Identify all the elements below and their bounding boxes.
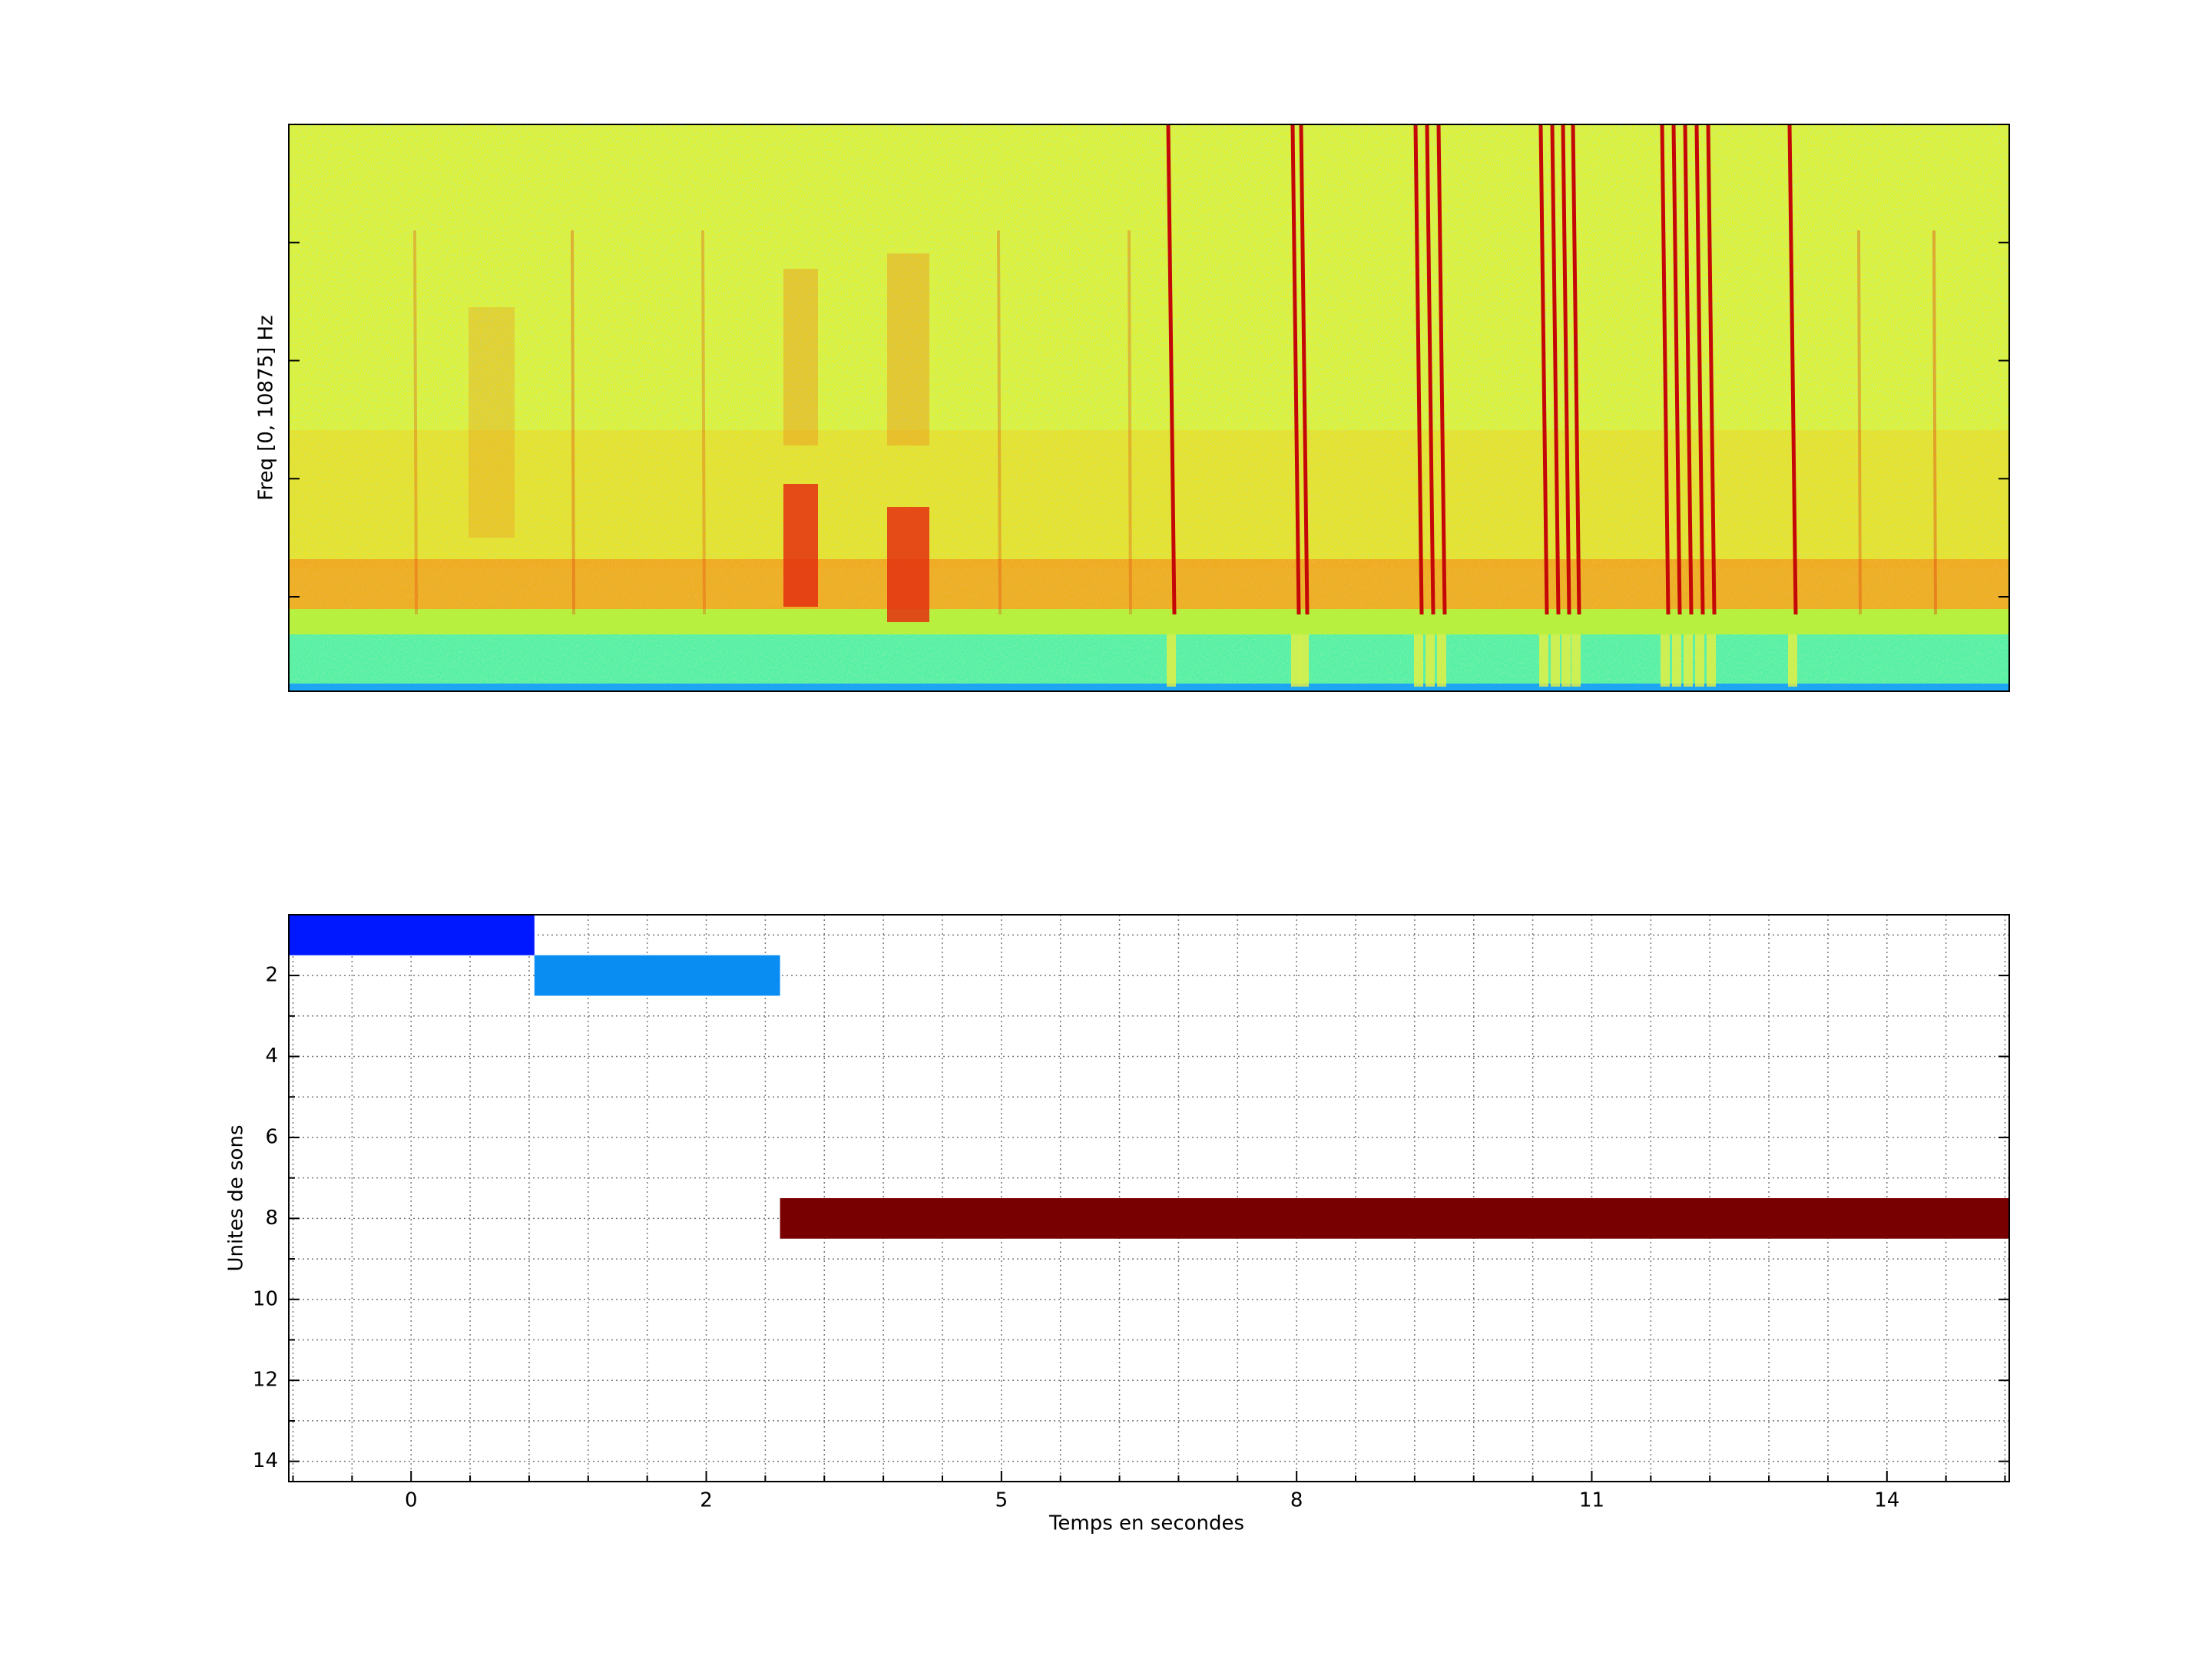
streak-base bbox=[1561, 634, 1571, 687]
spectrogram bbox=[288, 124, 2010, 692]
y-tick-label: 4 bbox=[265, 1045, 278, 1068]
streak-base bbox=[1571, 634, 1581, 687]
segment-bar bbox=[534, 955, 780, 996]
streak bbox=[1550, 124, 1561, 615]
axes-box bbox=[288, 914, 2010, 1482]
faint-streak bbox=[701, 230, 706, 615]
streak bbox=[1290, 124, 1301, 615]
x-tick-label: 14 bbox=[1874, 1489, 1899, 1512]
streak-base bbox=[1300, 634, 1309, 687]
streak-base bbox=[1539, 634, 1548, 687]
y-tick-label: 12 bbox=[253, 1369, 278, 1392]
x-axis-label: Temps en secondes bbox=[1048, 1512, 1244, 1535]
streak bbox=[1694, 124, 1705, 615]
streak bbox=[1706, 124, 1717, 615]
x-tick-label: 8 bbox=[1290, 1489, 1303, 1512]
streak-base bbox=[1551, 634, 1560, 687]
streak-base bbox=[1291, 634, 1300, 687]
streak-base bbox=[1695, 634, 1704, 687]
streak-base bbox=[1707, 634, 1716, 687]
streak bbox=[1413, 124, 1424, 615]
segment-bar bbox=[780, 1198, 2009, 1239]
streak bbox=[1571, 124, 1581, 615]
y-axis-label: Freq [0, 10875] Hz bbox=[255, 315, 278, 500]
streak bbox=[1660, 124, 1671, 615]
faint-streak bbox=[413, 230, 418, 615]
x-tick-label: 11 bbox=[1579, 1489, 1604, 1512]
y-tick-label: 6 bbox=[265, 1125, 278, 1148]
streak-base bbox=[1672, 634, 1681, 687]
x-tick-label: 0 bbox=[405, 1489, 418, 1512]
streak bbox=[1436, 124, 1447, 615]
x-tick-label: 5 bbox=[995, 1489, 1008, 1512]
streak-base bbox=[1414, 634, 1423, 687]
faint-streak bbox=[1932, 230, 1937, 615]
streak bbox=[1166, 124, 1177, 615]
streak-base bbox=[1684, 634, 1693, 687]
streak-base bbox=[1437, 634, 1446, 687]
y-tick-label: 8 bbox=[265, 1207, 278, 1230]
streak bbox=[1787, 124, 1798, 615]
streak bbox=[1299, 124, 1310, 615]
y-axis-label: Unites de sons bbox=[225, 1125, 248, 1272]
streak-base bbox=[1788, 634, 1797, 687]
x-tick-label: 2 bbox=[700, 1489, 713, 1512]
faint-streak bbox=[997, 230, 1002, 615]
streak-base bbox=[1661, 634, 1670, 687]
segment-chart: 0 2 5 8 11 14 2 4 6 8 10 12 14 Temps en secondes Unite… bbox=[225, 914, 2010, 1535]
y-tick-label: 10 bbox=[253, 1287, 278, 1310]
faint-streak bbox=[1128, 230, 1132, 615]
faint-streak bbox=[1857, 230, 1862, 615]
streak bbox=[1683, 124, 1694, 615]
y-tick-label: 14 bbox=[253, 1449, 278, 1472]
streak bbox=[1538, 124, 1549, 615]
y-tick-label: 2 bbox=[265, 964, 278, 987]
streak-base bbox=[1167, 634, 1176, 687]
segment-bar bbox=[289, 915, 535, 955]
faint-streak bbox=[571, 230, 575, 615]
streak bbox=[1671, 124, 1682, 615]
streak bbox=[1561, 124, 1571, 615]
streak bbox=[1425, 124, 1435, 615]
streak-base bbox=[1426, 634, 1435, 687]
